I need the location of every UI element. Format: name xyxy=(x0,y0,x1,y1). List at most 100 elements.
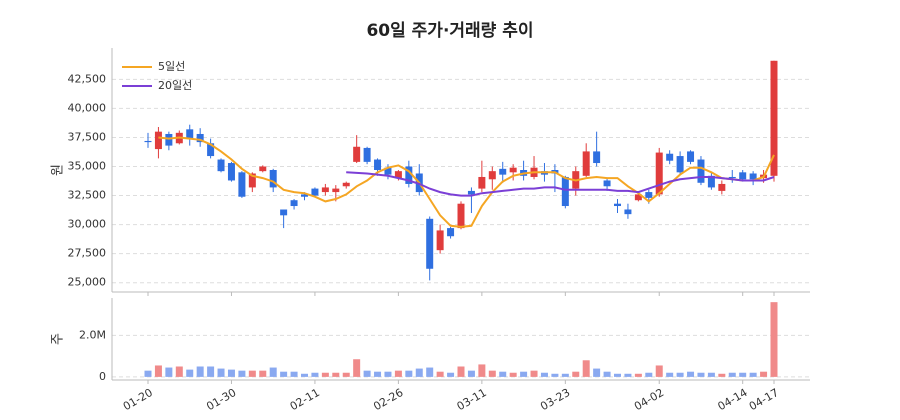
volume-bar xyxy=(290,371,298,377)
x-tick-label: 04-17 xyxy=(747,386,781,413)
candle-body xyxy=(467,190,475,195)
volume-bar xyxy=(415,368,423,377)
x-tick-label: 02-26 xyxy=(371,386,405,413)
volume-bar xyxy=(363,370,371,377)
volume-bar xyxy=(436,371,444,377)
candle-body xyxy=(290,200,298,207)
volume-bar xyxy=(582,360,590,377)
volume-bar xyxy=(687,371,695,377)
volume-bar xyxy=(530,370,538,377)
candle-body xyxy=(269,170,277,188)
volume-bar xyxy=(603,371,611,377)
candle-body xyxy=(624,209,632,215)
x-tick-label: 03-11 xyxy=(455,386,489,413)
volume-bar xyxy=(248,370,256,377)
volume-bar xyxy=(697,372,705,377)
candle-body xyxy=(593,151,601,164)
volume-bar xyxy=(217,368,225,377)
candle-body xyxy=(478,176,486,189)
volume-bar xyxy=(311,372,319,377)
x-tick-label: 02-11 xyxy=(288,386,322,413)
candle-body xyxy=(144,140,152,143)
volume-bar xyxy=(144,370,152,377)
y-tick-label: 42,500 xyxy=(68,72,107,85)
candle-body xyxy=(697,159,705,183)
candle-body xyxy=(301,194,308,197)
candle-body xyxy=(447,228,455,237)
volume-bar xyxy=(394,370,402,377)
y-tick-label: 37,500 xyxy=(68,130,107,143)
candle-body xyxy=(394,171,402,179)
y-tick-label: 30,000 xyxy=(68,218,107,231)
volume-bar xyxy=(374,371,382,377)
candle-body xyxy=(332,188,340,193)
candle-body xyxy=(718,183,726,191)
volume-bar xyxy=(572,371,580,377)
volume-bar xyxy=(447,372,455,377)
candle-body xyxy=(154,131,162,150)
candle-body xyxy=(248,173,256,188)
volume-bar xyxy=(259,370,267,377)
candle-body xyxy=(238,172,246,197)
candle-body xyxy=(217,159,225,172)
volume-bar xyxy=(728,372,736,377)
volume-bar xyxy=(478,364,486,377)
candle-body xyxy=(321,187,329,193)
volume-bar xyxy=(645,372,653,377)
candle-body xyxy=(457,203,465,229)
candle-body xyxy=(614,203,621,207)
candle-body xyxy=(405,166,413,184)
volume-bar xyxy=(186,369,194,377)
volume-bar xyxy=(207,366,215,377)
candle-body xyxy=(499,168,507,175)
volume-bar xyxy=(739,372,747,377)
volume-bar xyxy=(561,373,569,377)
legend-label: 5일선 xyxy=(158,59,185,73)
candle-body xyxy=(353,146,361,162)
volume-bar xyxy=(676,372,684,377)
candle-body xyxy=(227,163,235,181)
candle-body xyxy=(342,182,350,187)
candle-body xyxy=(384,167,392,175)
volume-bar xyxy=(499,371,507,377)
volume-bar xyxy=(321,372,329,377)
candle-body xyxy=(603,180,611,187)
candle-body xyxy=(666,153,674,161)
volume-bar xyxy=(405,370,413,377)
volume-bar xyxy=(384,371,392,377)
x-tick-label: 04-14 xyxy=(716,386,750,413)
volume-bar xyxy=(467,370,475,377)
y-tick-label: 27,500 xyxy=(68,247,107,260)
candle-body xyxy=(363,147,371,162)
volume-bar xyxy=(614,373,621,377)
candle-body xyxy=(707,175,715,188)
y-tick-label: 32,500 xyxy=(68,189,107,202)
volume-bar xyxy=(175,366,183,377)
volume-bar xyxy=(540,372,548,377)
ma-line xyxy=(346,171,775,197)
candle-body xyxy=(739,172,747,180)
legend-label: 20일선 xyxy=(158,78,192,92)
candle-body xyxy=(645,192,653,198)
volume-bar xyxy=(760,371,768,377)
volume-bar xyxy=(154,365,162,377)
volume-bar xyxy=(749,372,757,377)
candle-body xyxy=(196,133,204,143)
candle-body xyxy=(634,194,642,201)
volume-bar xyxy=(165,367,173,377)
candle-body xyxy=(186,129,194,139)
x-tick-label: 01-30 xyxy=(204,386,238,413)
volume-bar xyxy=(269,367,277,377)
volume-bar xyxy=(770,302,778,377)
candle-body xyxy=(436,230,444,251)
volume-bar xyxy=(624,373,632,377)
y-tick-label: 0 xyxy=(99,370,106,383)
volume-bar xyxy=(520,371,528,377)
volume-bar xyxy=(634,373,642,377)
candle-body xyxy=(561,176,569,207)
y-tick-label: 35,000 xyxy=(68,160,107,173)
candle-body xyxy=(165,133,173,146)
volume-bar xyxy=(666,372,674,377)
volume-bar xyxy=(488,370,496,377)
